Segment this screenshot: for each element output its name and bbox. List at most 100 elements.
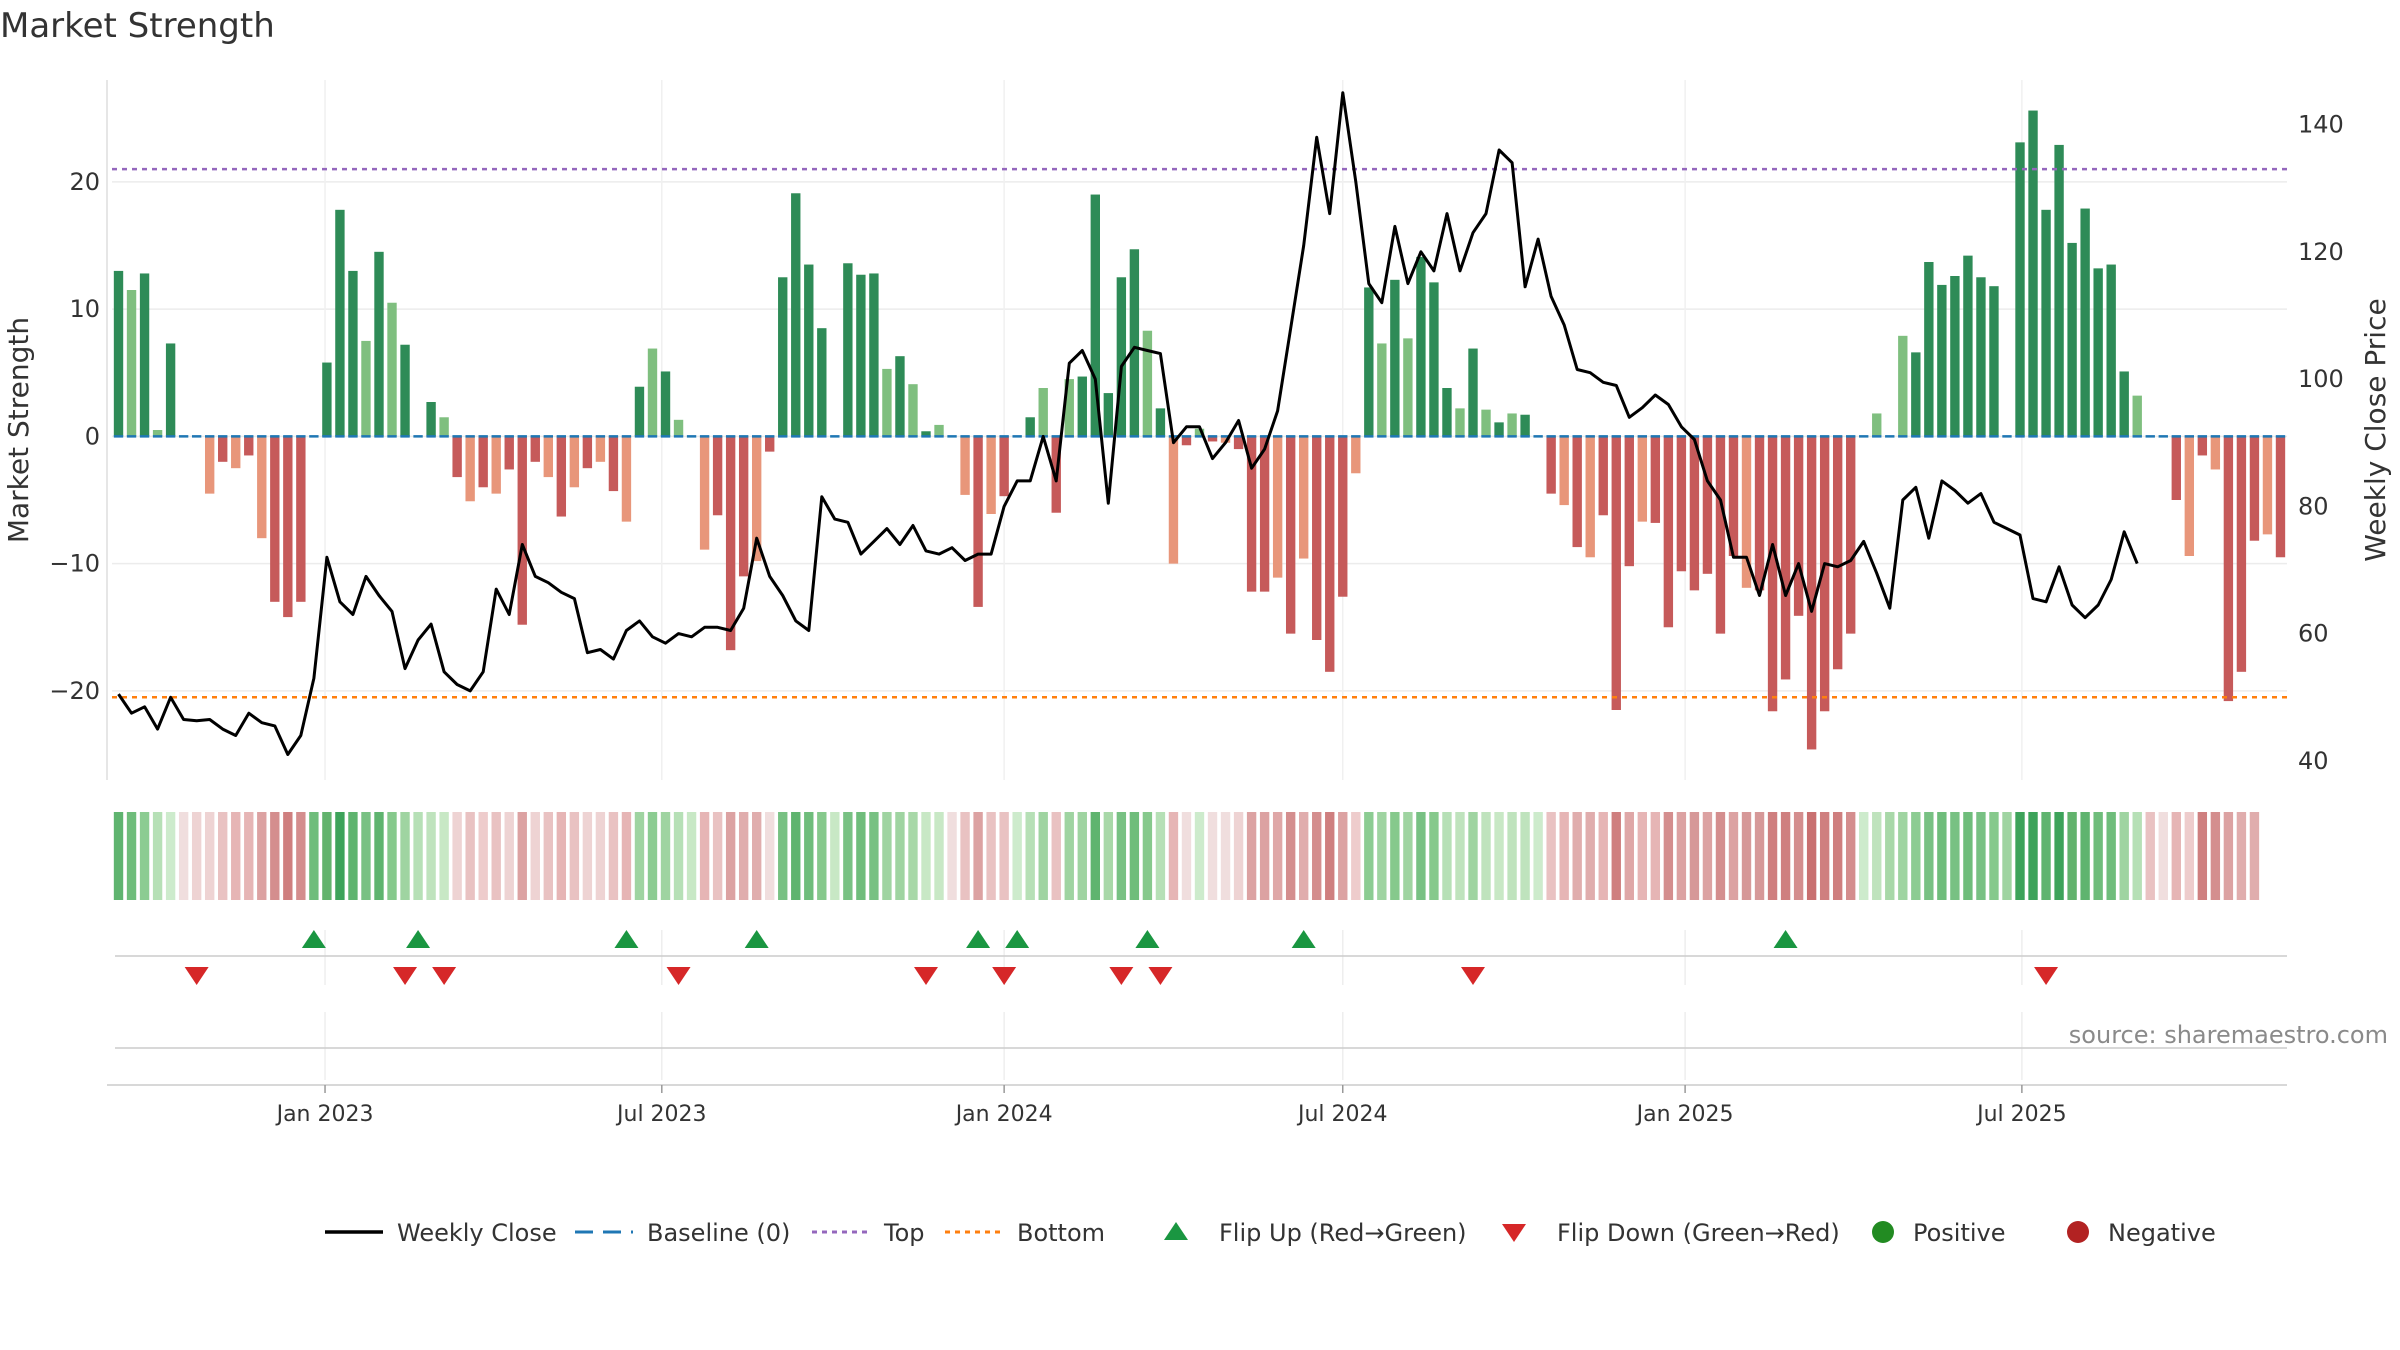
strength-cell — [2054, 812, 2064, 900]
strength-bar-negative — [1585, 436, 1595, 558]
chart-title: Market Strength — [0, 6, 275, 46]
strength-cell — [1481, 812, 1491, 900]
x-tick-label: Jan 2025 — [1635, 1102, 1734, 1127]
strength-cell — [1950, 812, 1960, 900]
strength-bar-positive — [1377, 343, 1387, 437]
strength-bar-positive — [1898, 335, 1908, 437]
strength-bar-negative — [231, 436, 241, 469]
strength-bar-negative — [244, 436, 254, 456]
legend-item[interactable]: Negative — [2067, 1219, 2216, 1247]
strength-bar-negative — [2262, 436, 2273, 535]
strength-cell — [699, 812, 710, 900]
strength-bar-positive — [322, 362, 332, 437]
strength-cell — [165, 812, 176, 900]
strength-bar-positive — [1911, 352, 1921, 437]
strength-cell — [608, 812, 619, 900]
strength-bar-positive — [1937, 284, 1947, 437]
strength-cell — [1572, 812, 1582, 900]
strength-bar-positive — [647, 348, 658, 437]
strength-cell — [426, 812, 436, 900]
strength-cell — [1989, 812, 1999, 900]
legend[interactable]: Weekly Close Baseline (0) Top Bottom Flip Up… — [325, 1219, 2216, 1247]
legend-item[interactable]: Bottom — [945, 1219, 1105, 1247]
strength-bar-negative — [999, 436, 1009, 497]
strength-bar-negative — [2210, 436, 2221, 470]
strength-bar-positive — [1481, 409, 1491, 437]
strength-cell — [686, 812, 697, 900]
strength-cell — [1546, 812, 1556, 900]
strength-bar-negative — [960, 436, 970, 495]
strength-cell — [778, 812, 788, 900]
strength-bar-positive — [2132, 395, 2142, 437]
strength-bar-negative — [2249, 436, 2260, 541]
strength-bar-negative — [986, 436, 996, 514]
strength-cell — [1364, 812, 1374, 900]
legend-label: Bottom — [1017, 1219, 1105, 1247]
strength-cell — [1976, 812, 1986, 900]
strength-bar-positive — [374, 251, 384, 437]
flip-up-marker — [406, 930, 431, 948]
strength-bar-positive — [673, 419, 684, 437]
strength-bar-positive — [1494, 422, 1504, 437]
strength-cell — [439, 812, 449, 900]
legend-item[interactable]: Flip Up (Red→Green) — [1164, 1219, 1467, 1247]
strength-bar-negative — [1793, 436, 1804, 616]
strength-cell — [1832, 812, 1843, 900]
strength-bar-positive — [1963, 255, 1973, 437]
strength-bar-positive — [387, 302, 397, 437]
strength-cell — [1416, 812, 1426, 900]
strength-bar-positive — [126, 290, 137, 437]
strength-cell — [1168, 812, 1179, 900]
strength-cell — [621, 812, 632, 900]
strength-cell — [804, 812, 814, 900]
flip-up-marker — [1291, 930, 1316, 948]
strength-cell — [2132, 812, 2142, 900]
strength-bar-positive — [2028, 110, 2038, 437]
strength-cell — [1142, 812, 1153, 900]
legend-item[interactable]: Positive — [1872, 1219, 2006, 1247]
strength-cell — [1012, 812, 1022, 900]
strength-cell — [2197, 812, 2208, 900]
strength-cell — [1103, 812, 1114, 900]
strength-bar-positive — [1872, 413, 1882, 437]
strength-cell — [296, 812, 306, 900]
strength-cell — [895, 812, 905, 900]
strength-cell — [178, 812, 189, 900]
strength-bar-negative — [1715, 436, 1726, 634]
legend-item[interactable]: Flip Down (Green→Red) — [1502, 1219, 1840, 1247]
strength-bar-negative — [1181, 436, 1192, 446]
strength-cell — [1403, 812, 1413, 900]
strength-cell — [1390, 812, 1400, 900]
heatmap-strip — [113, 812, 2260, 900]
flip-up-marker — [966, 930, 991, 948]
strength-bar-negative — [1220, 436, 1231, 443]
legend-swatch-flip-up — [1164, 1222, 1188, 1240]
strength-bar-positive — [908, 384, 918, 437]
strength-bar-positive — [1129, 249, 1140, 437]
strength-bar-positive — [856, 274, 866, 437]
x-axis: Jan 2023 Jul 2023 Jan 2024 Jul 2024 Jan 2025… — [107, 1084, 2287, 1127]
strength-bar-negative — [2236, 436, 2247, 672]
strength-bar-positive — [817, 328, 827, 437]
x-tick-label: Jul 2025 — [1975, 1102, 2067, 1127]
strength-cell — [2041, 812, 2051, 900]
strength-bar-positive — [2067, 242, 2077, 437]
strength-bar-negative — [1689, 436, 1700, 591]
strength-bar-positive — [1090, 194, 1100, 437]
strength-cell — [517, 812, 527, 900]
flip-down-marker — [992, 967, 1017, 985]
strength-cell — [283, 812, 293, 900]
legend-item[interactable]: Baseline (0) — [575, 1219, 790, 1247]
legend-item[interactable]: Weekly Close — [325, 1219, 557, 1247]
legend-item[interactable]: Top — [812, 1219, 925, 1247]
strength-bar-negative — [621, 436, 632, 522]
strength-bar-negative — [1559, 436, 1569, 506]
strength-cell — [1090, 812, 1100, 900]
strength-bar-negative — [1832, 436, 1843, 670]
strength-cell — [1338, 812, 1348, 900]
strength-bar-negative — [751, 436, 762, 562]
strength-cell — [738, 812, 749, 900]
strength-bar-positive — [1025, 417, 1035, 437]
strength-cell — [244, 812, 254, 900]
strength-bar-positive — [1924, 262, 1934, 437]
